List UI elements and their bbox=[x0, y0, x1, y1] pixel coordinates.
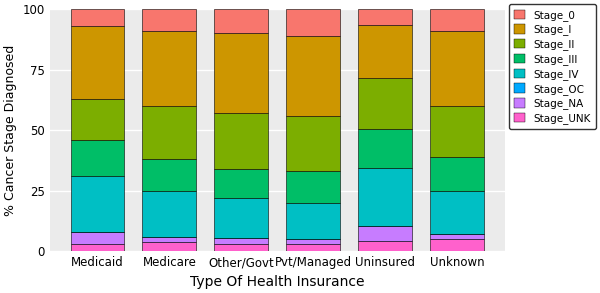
Bar bbox=[358, 226, 412, 241]
Y-axis label: % Cancer Stage Diagnosed: % Cancer Stage Diagnosed bbox=[4, 45, 17, 216]
Bar bbox=[142, 242, 196, 251]
Bar bbox=[142, 237, 196, 242]
Bar bbox=[71, 9, 124, 26]
Bar bbox=[71, 26, 124, 99]
Bar bbox=[71, 140, 124, 176]
Bar bbox=[430, 157, 484, 191]
Bar bbox=[142, 191, 196, 237]
Bar bbox=[430, 191, 484, 234]
Bar bbox=[358, 78, 412, 129]
Bar bbox=[358, 9, 412, 25]
Bar bbox=[214, 198, 268, 238]
Bar bbox=[142, 9, 196, 31]
Bar bbox=[71, 176, 124, 232]
Bar bbox=[214, 169, 268, 198]
Bar bbox=[358, 129, 412, 168]
Bar bbox=[286, 239, 340, 244]
Bar bbox=[214, 238, 268, 244]
Bar bbox=[286, 9, 340, 36]
Bar bbox=[286, 244, 340, 251]
Bar bbox=[358, 241, 412, 251]
Bar bbox=[71, 99, 124, 140]
Bar bbox=[142, 159, 196, 191]
Bar bbox=[286, 203, 340, 239]
Bar bbox=[358, 168, 412, 226]
Bar bbox=[286, 116, 340, 171]
Bar bbox=[430, 239, 484, 251]
Bar bbox=[286, 36, 340, 116]
Bar bbox=[430, 9, 484, 31]
Bar bbox=[142, 106, 196, 159]
Bar bbox=[430, 31, 484, 106]
Bar bbox=[214, 33, 268, 113]
Bar bbox=[430, 234, 484, 239]
Legend: Stage_0, Stage_I, Stage_II, Stage_III, Stage_IV, Stage_OC, Stage_NA, Stage_UNK: Stage_0, Stage_I, Stage_II, Stage_III, S… bbox=[509, 4, 596, 129]
Bar bbox=[71, 244, 124, 251]
X-axis label: Type Of Health Insurance: Type Of Health Insurance bbox=[190, 275, 364, 289]
Bar bbox=[358, 25, 412, 78]
Bar bbox=[71, 232, 124, 244]
Bar bbox=[430, 106, 484, 157]
Bar bbox=[142, 31, 196, 106]
Bar bbox=[286, 171, 340, 203]
Bar bbox=[214, 113, 268, 169]
Bar bbox=[214, 244, 268, 251]
Bar bbox=[214, 9, 268, 33]
